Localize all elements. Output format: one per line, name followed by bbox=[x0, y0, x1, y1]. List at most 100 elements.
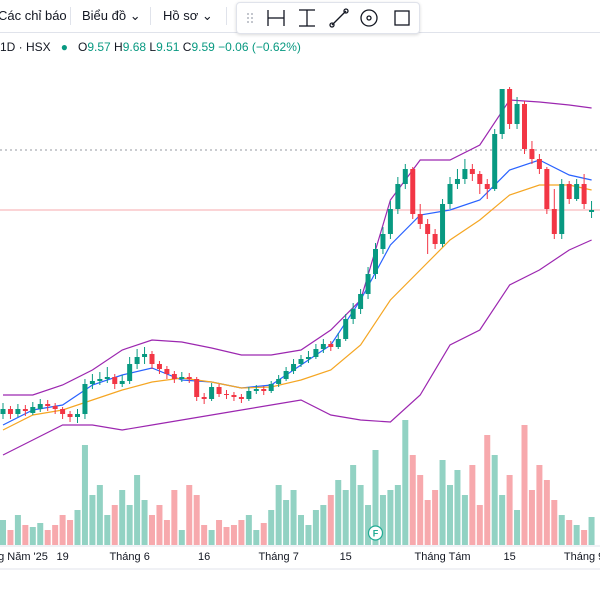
event-marker bbox=[367, 525, 384, 541]
volume-bar bbox=[238, 520, 245, 545]
candle-body bbox=[544, 169, 550, 209]
candle-body bbox=[358, 294, 364, 309]
candle-body bbox=[484, 184, 490, 189]
indicator-line bbox=[2, 239, 592, 456]
symbol: 1D · HSX bbox=[0, 40, 51, 54]
high-label: H bbox=[114, 40, 123, 54]
volume-bar bbox=[417, 475, 424, 545]
drawing-toolbar bbox=[236, 2, 420, 34]
top-toolbar: Các chỉ báo Biểu đồ ⌄ Hồ sơ ⌄ bbox=[0, 0, 600, 34]
volume-bar bbox=[156, 505, 163, 545]
candle-body bbox=[499, 89, 505, 134]
candle-body bbox=[365, 274, 371, 294]
volume-bar bbox=[499, 495, 506, 545]
candle-body bbox=[469, 169, 475, 174]
candle-body bbox=[454, 179, 460, 184]
volume-bar bbox=[327, 495, 334, 545]
chart-type-button[interactable]: Biểu đồ ⌄ bbox=[82, 8, 141, 23]
volume-bar bbox=[193, 495, 200, 545]
volume-bar bbox=[186, 485, 193, 545]
candle-body bbox=[201, 397, 207, 399]
candle-body bbox=[395, 184, 401, 209]
volume-bar bbox=[171, 490, 178, 545]
candle-body bbox=[410, 169, 416, 214]
candle-body bbox=[261, 389, 267, 391]
volume-bar bbox=[372, 450, 379, 545]
candle-body bbox=[156, 364, 162, 369]
candle-body bbox=[164, 369, 170, 374]
close-label: C bbox=[182, 40, 192, 54]
candle-body bbox=[194, 379, 200, 397]
volume-bar bbox=[394, 485, 401, 545]
candle-body bbox=[305, 357, 311, 359]
candle-body bbox=[313, 349, 319, 357]
date-range-tool[interactable] bbox=[267, 10, 285, 26]
volume-bar bbox=[514, 510, 521, 545]
candle-body bbox=[335, 339, 341, 347]
candle-body bbox=[127, 364, 133, 381]
candle-body bbox=[387, 209, 393, 234]
volume-bar bbox=[44, 530, 51, 545]
candle-body bbox=[268, 384, 274, 391]
volume-bar bbox=[402, 420, 409, 545]
x-tick-label: 16 bbox=[198, 551, 210, 563]
candle-body bbox=[566, 184, 572, 199]
volume-bar bbox=[0, 520, 6, 545]
candle-body bbox=[142, 354, 148, 357]
drawing-icons bbox=[247, 8, 410, 28]
candle-body bbox=[551, 209, 557, 234]
candle-body bbox=[75, 414, 80, 417]
x-tick-label: Tháng 9 bbox=[564, 551, 600, 563]
candle-body bbox=[529, 149, 535, 159]
candle-body bbox=[574, 184, 580, 199]
candle-body bbox=[477, 174, 483, 184]
volume-bar bbox=[290, 490, 297, 545]
candle-body bbox=[507, 89, 513, 124]
open-label: O bbox=[77, 40, 88, 54]
volume-bar bbox=[447, 485, 453, 545]
volume-bar bbox=[96, 485, 103, 545]
candle-body bbox=[253, 389, 259, 391]
candle-body bbox=[462, 169, 468, 179]
volume-bar bbox=[439, 460, 446, 545]
candle-body bbox=[0, 409, 6, 414]
trend-line-tool[interactable] bbox=[329, 8, 349, 28]
candle-body bbox=[7, 409, 13, 414]
x-tick-label: 15 bbox=[340, 551, 352, 563]
volume-bar bbox=[506, 475, 513, 545]
candle-body bbox=[350, 309, 356, 319]
candle-body bbox=[30, 407, 36, 413]
separator bbox=[226, 7, 227, 25]
candle-body bbox=[179, 377, 185, 379]
price-range-tool[interactable] bbox=[299, 9, 315, 27]
drag-handle[interactable] bbox=[247, 13, 253, 23]
candle-body bbox=[246, 391, 252, 399]
candle-body bbox=[581, 184, 587, 204]
separator bbox=[150, 7, 151, 25]
rectangle-tool[interactable] bbox=[394, 10, 410, 26]
high-value: 9.68 bbox=[122, 40, 147, 54]
volume-bar bbox=[104, 515, 111, 545]
volume-bar bbox=[461, 495, 468, 545]
low-value: 9.51 bbox=[156, 40, 180, 54]
candle-body bbox=[417, 214, 423, 224]
volume-bar bbox=[521, 425, 528, 545]
volume-bar bbox=[387, 490, 394, 545]
volume-bar bbox=[298, 515, 304, 545]
volume-bar bbox=[543, 480, 550, 545]
profile-button[interactable]: Hồ sơ ⌄ bbox=[163, 8, 213, 23]
candle-body bbox=[209, 387, 215, 399]
candle-body bbox=[82, 384, 88, 414]
candle-body bbox=[112, 377, 118, 384]
candle-body bbox=[104, 377, 110, 379]
volume-bar bbox=[126, 505, 133, 545]
circle-tool[interactable] bbox=[360, 9, 378, 27]
volume-bar bbox=[134, 475, 141, 545]
candle-body bbox=[440, 204, 446, 244]
chart-type-label: Biểu đồ bbox=[82, 8, 127, 23]
x-tick-label: Tháng Năm '25 bbox=[0, 551, 48, 563]
candle-body bbox=[97, 379, 103, 381]
indicators-button[interactable]: Các chỉ báo bbox=[0, 8, 67, 23]
volume-bar bbox=[81, 445, 88, 545]
